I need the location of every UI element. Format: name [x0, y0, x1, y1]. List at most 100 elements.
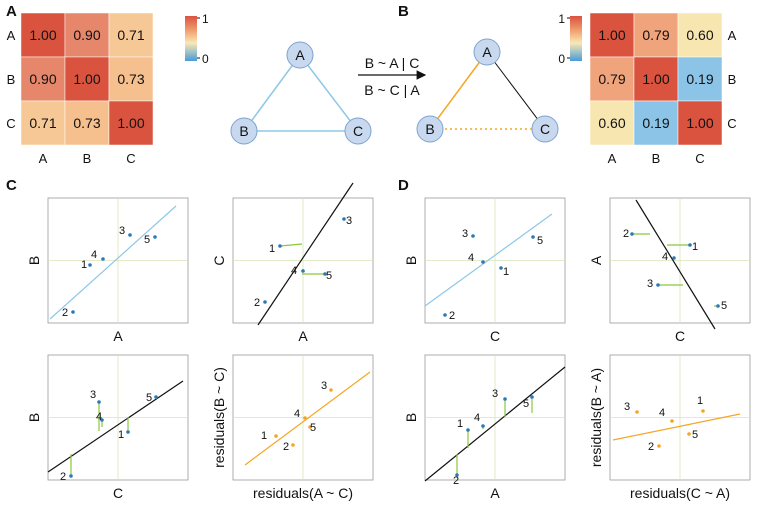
transform-arrow: B ~ A | C B ~ C | A	[358, 55, 427, 98]
x-axis-label: residuals(A ~ C)	[253, 485, 353, 501]
panel-label-b: B	[398, 3, 409, 20]
y-axis-label: A	[588, 255, 604, 265]
x-axis-label: A	[113, 328, 123, 344]
data-point	[503, 397, 507, 401]
point-label: 3	[462, 228, 468, 240]
scatter-c2: 1 2 3 4 5 A C	[211, 182, 374, 344]
data-point	[278, 244, 282, 248]
data-point	[635, 410, 639, 414]
graph-b-node-a	[473, 38, 501, 66]
point-label: 4	[468, 252, 474, 264]
matrix-b-cell-value: 0.19	[642, 115, 669, 131]
y-axis-label: B	[403, 256, 419, 265]
point-label: 2	[60, 471, 66, 483]
point-label: 5	[537, 235, 543, 247]
x-axis-label: C	[490, 328, 500, 344]
matrix-a-cell-value: 0.73	[73, 115, 100, 131]
matrix-b-cell-0-1	[633, 12, 679, 58]
data-point	[88, 263, 92, 267]
data-point	[97, 400, 101, 404]
data-point	[455, 473, 459, 477]
scatter-d1: 1 2 34 5 C B	[403, 197, 566, 344]
point-label: 3	[119, 225, 125, 237]
matrix-b-cell-1-0	[589, 56, 635, 102]
matrix-a-cell-2-2	[108, 100, 154, 146]
matrix-a-cell-1-2	[108, 56, 154, 102]
edge-a-c	[486, 51, 546, 130]
regression-line	[612, 413, 741, 441]
point-label: 4	[291, 265, 297, 277]
matrix-b-cell-value: 1.00	[642, 71, 669, 87]
matrix-a-cell-1-0	[20, 56, 66, 102]
regression-line	[244, 371, 371, 466]
regression-line	[424, 213, 553, 307]
matrix-b-cell-1-2	[677, 56, 723, 102]
matrix-b-cell-0-2	[677, 12, 723, 58]
colorbar-b-max: 1	[558, 12, 565, 26]
panel-label-c: C	[6, 177, 17, 194]
y-axis-label: residuals(B ~ A)	[588, 368, 604, 467]
formula-line-2: B ~ C | A	[364, 82, 420, 98]
point-label: 2	[453, 475, 459, 487]
regression-line	[49, 205, 177, 320]
point-label: 3	[624, 401, 630, 413]
data-point	[481, 424, 485, 428]
data-point	[153, 235, 157, 239]
point-label: 1	[261, 430, 267, 442]
matrix-a-col-label: B	[83, 151, 92, 166]
matrix-b-cell-2-1	[633, 100, 679, 146]
matrix-b-row-label: B	[728, 72, 737, 87]
data-point	[670, 419, 674, 423]
correlation-matrix-b: 1.00 0.79 0.60 A 0.79 1.00 0.19 B 0.60 0.19 1.00 C A…	[589, 12, 737, 166]
matrix-a-cell-value: 0.90	[29, 71, 56, 87]
data-point	[443, 313, 447, 317]
point-label: 5	[146, 392, 152, 404]
colorbar-a-max: 1	[202, 12, 209, 26]
colorbar-b: 1 0	[558, 12, 582, 66]
colorbar-b-min: 0	[558, 52, 565, 66]
data-point	[630, 232, 634, 236]
residual-segment	[279, 243, 303, 247]
data-point	[672, 256, 676, 260]
regression-line	[424, 366, 566, 482]
point-label: 1	[118, 429, 124, 441]
matrix-b-cell-2-0	[589, 100, 635, 146]
graph-b-node-c-label: C	[540, 121, 550, 137]
data-point	[303, 416, 307, 420]
colorbar-a: 1 0	[185, 12, 209, 66]
graph-b-node-b	[416, 115, 444, 143]
matrix-b-row-label: A	[728, 28, 737, 43]
point-label: 4	[91, 249, 97, 261]
scatter-c4: 1 2 3 45 residuals(A ~ C) residuals(B ~ C)	[211, 354, 374, 501]
edge-a-b	[243, 54, 301, 132]
data-point	[154, 395, 158, 399]
edge-a-b-partial	[429, 51, 488, 130]
data-point	[342, 217, 346, 221]
scatter-c1: 1 2 3 4 5 A B	[26, 197, 189, 344]
data-point	[291, 443, 295, 447]
matrix-b-cell-value: 0.79	[598, 71, 625, 87]
data-point	[101, 257, 105, 261]
data-point	[531, 235, 535, 239]
point-label: 3	[90, 389, 96, 401]
matrix-a-cell-value: 1.00	[117, 115, 144, 131]
matrix-a-cell-1-1	[64, 56, 110, 102]
matrix-a-cell-value: 0.71	[29, 115, 56, 131]
matrix-a-row-label: C	[6, 116, 15, 131]
matrix-a-row-label: B	[7, 72, 16, 87]
matrix-b-cell-0-0	[589, 12, 635, 58]
data-point	[128, 233, 132, 237]
data-point	[69, 474, 73, 478]
point-label: 1	[457, 418, 463, 430]
point-label: 5	[326, 270, 332, 282]
data-point	[481, 260, 485, 264]
data-point	[656, 283, 660, 287]
data-point	[530, 395, 534, 399]
matrix-a-cell-2-0	[20, 100, 66, 146]
matrix-b-cell-value: 1.00	[598, 27, 625, 43]
matrix-a-row-label: A	[7, 28, 16, 43]
matrix-a-col-label: A	[39, 151, 48, 166]
matrix-b-cell-value: 0.19	[686, 71, 713, 87]
data-point	[301, 269, 305, 273]
